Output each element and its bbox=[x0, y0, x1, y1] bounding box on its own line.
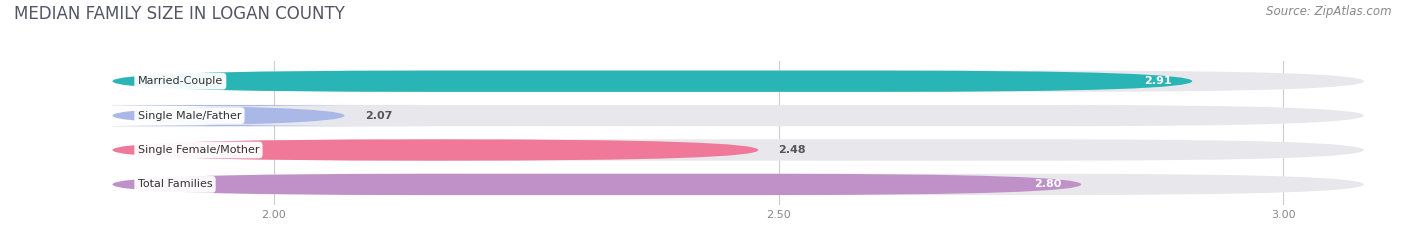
Text: 2.80: 2.80 bbox=[1033, 179, 1062, 189]
FancyBboxPatch shape bbox=[112, 174, 1364, 195]
Text: Married-Couple: Married-Couple bbox=[138, 76, 224, 86]
FancyBboxPatch shape bbox=[112, 174, 1081, 195]
Text: Source: ZipAtlas.com: Source: ZipAtlas.com bbox=[1267, 5, 1392, 18]
FancyBboxPatch shape bbox=[112, 139, 1364, 161]
FancyBboxPatch shape bbox=[112, 139, 758, 161]
FancyBboxPatch shape bbox=[112, 105, 1364, 126]
FancyBboxPatch shape bbox=[32, 105, 425, 126]
Text: Single Female/Mother: Single Female/Mother bbox=[138, 145, 259, 155]
Text: MEDIAN FAMILY SIZE IN LOGAN COUNTY: MEDIAN FAMILY SIZE IN LOGAN COUNTY bbox=[14, 5, 344, 23]
Text: 2.07: 2.07 bbox=[364, 111, 392, 121]
Text: Total Families: Total Families bbox=[138, 179, 212, 189]
Text: 2.48: 2.48 bbox=[779, 145, 806, 155]
FancyBboxPatch shape bbox=[112, 71, 1192, 92]
Text: Single Male/Father: Single Male/Father bbox=[138, 111, 242, 121]
FancyBboxPatch shape bbox=[112, 71, 1364, 92]
Text: 2.91: 2.91 bbox=[1144, 76, 1173, 86]
